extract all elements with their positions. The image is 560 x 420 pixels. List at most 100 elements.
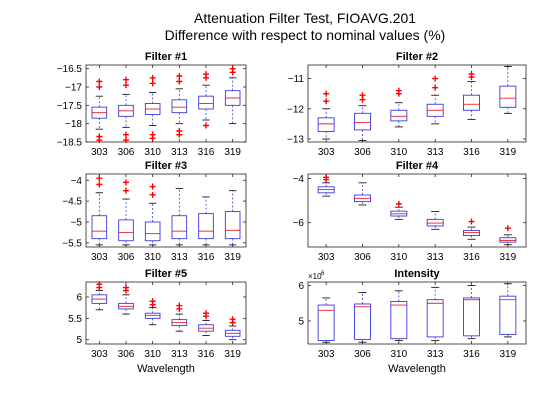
box-iqr <box>426 299 444 338</box>
axes-frame <box>307 64 527 143</box>
x-tick-label: 316 <box>463 147 480 158</box>
y-tick-label: −18.5 <box>57 138 83 149</box>
box-iqr <box>118 219 134 242</box>
box-319 <box>224 316 241 341</box>
box-306 <box>118 76 134 144</box>
box-iqr <box>390 109 408 122</box>
y-tick-label: 5.5 <box>68 314 82 325</box>
x-tick-label: 316 <box>463 349 480 360</box>
outlier-marker <box>395 200 402 207</box>
box-iqr <box>144 221 161 242</box>
box-306 <box>354 292 371 343</box>
y-tick-label: −12 <box>287 104 304 115</box>
box-303 <box>317 90 335 140</box>
outlier-marker <box>468 71 475 78</box>
box-iqr <box>198 95 214 110</box>
box-313 <box>171 188 188 246</box>
axes-frame <box>85 281 247 345</box>
outlier-marker <box>176 73 183 79</box>
outlier-marker <box>123 137 129 144</box>
outlier-marker <box>359 92 366 99</box>
box-303 <box>91 281 108 311</box>
y-tick-label: −4.5 <box>62 197 82 208</box>
box-316 <box>463 218 480 240</box>
x-tick-label: 319 <box>499 349 516 360</box>
subplot-3: Filter #3 −5.5 −5 −4.5 −4 303 306 310 313 316 319 <box>62 160 247 263</box>
outlier-marker <box>123 179 129 186</box>
outlier-marker <box>149 74 156 81</box>
y-tick-label: −5 <box>71 217 83 228</box>
box-303 <box>317 297 335 343</box>
outlier-marker <box>176 131 183 138</box>
axes-frame <box>307 173 527 248</box>
box-iqr <box>499 85 517 108</box>
box-310 <box>144 74 161 142</box>
x-tick-label: 319 <box>499 252 516 263</box>
box-iqr <box>171 99 188 114</box>
outlier-marker <box>504 225 511 232</box>
subplot-title: Filter #2 <box>396 51 438 63</box>
outlier-marker <box>96 175 103 182</box>
x-tick-label: 316 <box>198 147 215 158</box>
x-tick-label: 303 <box>91 147 108 158</box>
box-316 <box>198 71 214 129</box>
x-tick-label: 306 <box>118 252 135 263</box>
box-310 <box>390 200 408 220</box>
x-tick-label: 316 <box>198 252 215 263</box>
x-tick-label: 303 <box>318 147 335 158</box>
outlier-marker <box>123 187 129 194</box>
box-313 <box>171 73 188 138</box>
x-tick-label: 303 <box>318 349 335 360</box>
box-316 <box>463 285 480 340</box>
x-tick-label: 303 <box>91 252 108 263</box>
x-tick-label: 306 <box>354 349 371 360</box>
x-axis-label: Wavelength <box>137 363 195 375</box>
box-313 <box>426 75 444 125</box>
box-319 <box>499 225 517 246</box>
y-tick-label: 6 <box>76 292 82 303</box>
box-iqr <box>463 297 480 337</box>
subplot-2: Filter #2 −13 −12 −11 303 306 310 313 316 319 <box>287 51 527 158</box>
box-310 <box>144 183 161 246</box>
outlier-marker <box>123 76 129 83</box>
y-tick-label: −5.5 <box>62 238 82 249</box>
box-iqr <box>463 94 480 111</box>
y-tick-label: −16.5 <box>57 64 83 75</box>
x-tick-label: 310 <box>390 147 407 158</box>
x-tick-label: 303 <box>91 349 108 360</box>
box-iqr <box>499 295 517 335</box>
box-316 <box>198 196 214 246</box>
subplot-title: Filter #4 <box>396 160 439 172</box>
subplot-4: Filter #4 −6 −4 303 306 310 313 316 319 <box>293 160 527 263</box>
outlier-marker <box>229 65 236 72</box>
box-313 <box>426 286 444 341</box>
x-tick-label: 310 <box>390 252 407 263</box>
outlier-marker <box>123 82 129 89</box>
box-316 <box>463 71 480 120</box>
box-iqr <box>354 112 371 131</box>
outlier-marker <box>203 71 209 78</box>
outlier-marker <box>149 191 156 198</box>
y-tick-label: 6 <box>298 281 304 292</box>
x-tick-label: 319 <box>499 147 516 158</box>
outlier-marker <box>96 78 103 85</box>
outlier-marker <box>96 137 103 144</box>
x-tick-label: 319 <box>224 349 241 360</box>
outlier-marker <box>149 80 156 87</box>
box-306 <box>354 92 371 141</box>
box-iqr <box>198 213 214 240</box>
box-iqr <box>317 117 335 132</box>
x-tick-label: 313 <box>427 252 444 263</box>
y-exponent-power: 6 <box>321 271 325 277</box>
x-tick-label: 313 <box>427 147 444 158</box>
outlier-marker <box>468 218 475 225</box>
x-tick-label: 310 <box>144 252 161 263</box>
x-tick-label: 310 <box>144 349 161 360</box>
x-tick-label: 319 <box>224 147 241 158</box>
outlier-marker <box>176 78 183 85</box>
subplot-title: Filter #3 <box>145 160 187 172</box>
x-tick-label: 313 <box>427 349 444 360</box>
y-tick-label: −18 <box>65 119 82 130</box>
